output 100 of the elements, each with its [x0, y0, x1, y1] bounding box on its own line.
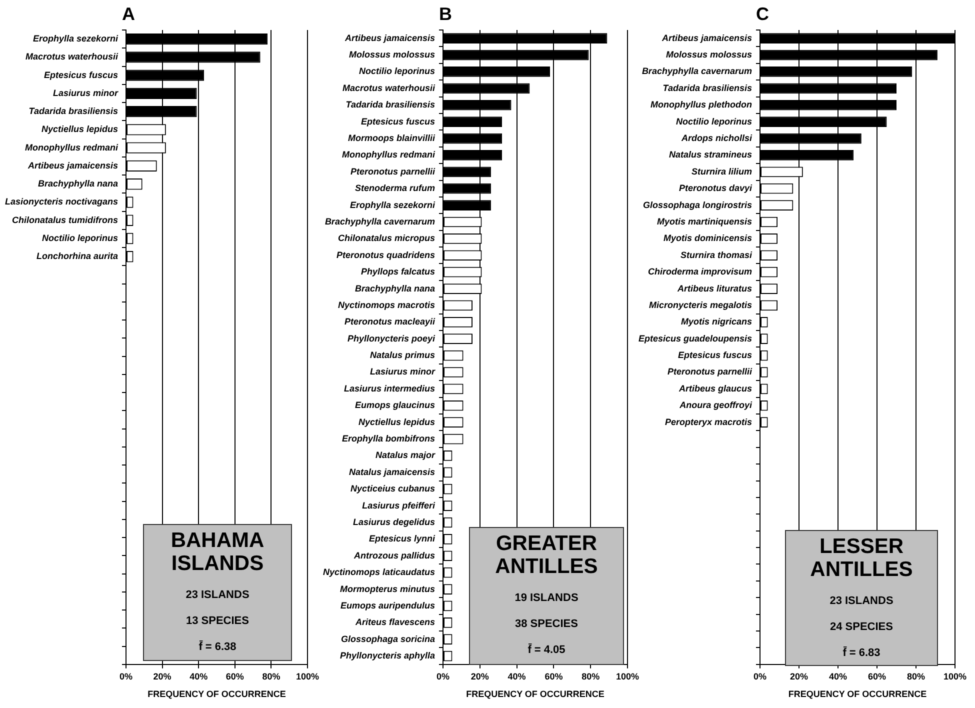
x-tick-label: 0% — [119, 671, 133, 682]
annotation: GREATER ANTILLES — [494, 532, 599, 578]
y-tick-label: Ardops nichollsi — [680, 133, 752, 143]
annotation: 19 ISLANDS — [514, 592, 580, 604]
y-tick-label: Erophylla sezekorni — [32, 34, 118, 44]
y-tick-label: Eptesicus guadeloupensis — [638, 333, 752, 344]
y-tick-label: Erophylla sezekorni — [350, 200, 436, 210]
annotation: f̄ = 4.05 — [526, 644, 566, 656]
y-tick-label: Nycticeius cubanus — [350, 484, 435, 494]
y-tick-label: Peropteryx macrotis — [664, 416, 752, 427]
y-tick-label: Macrotus waterhousii — [25, 52, 118, 62]
y-tick-label: Lasiurus degelidus — [352, 516, 435, 527]
y-tick-label: Eptesicus lynni — [368, 534, 436, 544]
y-tick-label: Eumops auripendulus — [340, 600, 435, 610]
y-tick-label: Tadarida brasiliensis — [28, 106, 118, 116]
x-tick-label: 100% — [943, 671, 967, 682]
x-tick-label: 80% — [582, 671, 600, 682]
x-tick-label: 0% — [753, 671, 767, 682]
chart-title: B — [439, 4, 452, 24]
y-tick-label: Anoura geoffroyi — [678, 400, 752, 410]
y-tick-label: Phyllonycteris aphylla — [340, 650, 435, 661]
annotation: LESSER ANTILLES — [809, 535, 914, 581]
y-tick-label: Lonchorhina aurita — [36, 251, 118, 262]
y-tick-label: Nyctinomops laticaudatus — [322, 567, 435, 578]
y-tick-label: Mormopterus minutus — [340, 584, 435, 594]
y-tick-label: Natalus jamaicensis — [348, 466, 435, 477]
y-tick-label: Eptesicus fuscus — [360, 116, 435, 126]
y-tick-label: Chilonatalus tumidifrons — [12, 214, 118, 225]
y-tick-label: Eptesicus fuscus — [44, 70, 118, 80]
y-tick-label: Sturnira lilium — [691, 166, 752, 176]
y-tick-label: Brachyphylla nana — [354, 283, 435, 294]
y-tick-label: Chilonatalus micropus — [338, 233, 435, 244]
x-tick-label: 20% — [153, 671, 172, 682]
y-tick-label: Lasionycteris noctivagans — [4, 196, 118, 207]
y-tick-label: Natalus major — [375, 450, 436, 460]
x-tick-label: 100% — [616, 671, 640, 682]
y-tick-label: Tadarida brasiliensis — [662, 82, 752, 93]
y-tick-label: Nyctinomops macrotis — [338, 300, 435, 310]
annotation: f̄ = 6.83 — [842, 647, 882, 659]
x-tick-label: 40% — [828, 671, 848, 682]
x-tick-label: 60% — [868, 671, 886, 682]
y-tick-label: Artibeus jamaicensis — [344, 32, 435, 43]
annotation: 38 SPECIES — [514, 618, 579, 630]
y-tick-label: Artibeus jamaicensis — [660, 32, 752, 43]
annotation: 24 SPECIES — [829, 621, 894, 633]
y-tick-label: Lasiurus minor — [52, 88, 118, 98]
annotation: BAHAMA ISLANDS — [170, 529, 266, 575]
x-axis-title: FREQUENCY OF OCCURRENCE — [788, 689, 927, 700]
y-tick-label: Antrozous pallidus — [353, 550, 435, 560]
y-tick-label: Micronycteris megalotis — [648, 300, 752, 310]
y-tick-label: Monophyllus redmani — [24, 142, 118, 152]
y-tick-label: Brachyphylla nana — [38, 178, 118, 189]
x-axis-title: FREQUENCY OF OCCURRENCE — [148, 689, 286, 700]
x-tick-label: 60% — [226, 671, 244, 682]
y-tick-label: Pteronotus quadridens — [336, 250, 435, 260]
y-tick-label: Glossophaga soricina — [340, 634, 435, 644]
y-tick-label: Stenoderma rufum — [354, 183, 435, 194]
y-tick-label: Tadarida brasiliensis — [346, 100, 435, 110]
y-tick-label: Lasiurus intermedius — [344, 383, 435, 394]
y-tick-label: Eptesicus fuscus — [678, 350, 752, 360]
y-tick-label: Noctilio leporinus — [676, 116, 752, 126]
y-tick-label: Artibeus jamaicensis — [26, 160, 118, 170]
y-tick-label: Pteronotus parnellii — [350, 166, 436, 176]
chart-title: C — [756, 4, 769, 24]
y-tick-label: Eumops glaucinus — [354, 400, 435, 410]
y-tick-label: Lasiurus minor — [370, 366, 436, 377]
annotation: f̄ = 6.38 — [198, 641, 238, 653]
y-tick-label: Lasiurus pfeifferi — [362, 500, 436, 510]
y-tick-label: Molossus molossus — [666, 50, 752, 60]
x-tick-label: 20% — [790, 671, 808, 682]
chart-title: A — [122, 4, 135, 24]
x-tick-label: 100% — [296, 671, 320, 682]
y-tick-label: Phyllops falcatus — [360, 266, 435, 277]
y-tick-label: Molossus molossus — [348, 50, 435, 60]
x-tick-label: 80% — [906, 671, 926, 682]
y-tick-label: Natalus stramineus — [668, 150, 752, 160]
y-tick-label: Monophyllus plethodon — [650, 100, 752, 110]
y-tick-label: Artibeus glaucus — [678, 383, 752, 394]
y-tick-label: Artibeus lituratus — [676, 283, 752, 294]
x-tick-label: 40% — [508, 671, 526, 682]
y-tick-label: Ariteus flavescens — [354, 617, 435, 628]
y-tick-label: Myotis nigricans — [680, 316, 752, 327]
y-tick-label: Pteronotus parnellii — [667, 366, 752, 377]
y-tick-label: Mormoops blainvillii — [348, 133, 436, 143]
annotation: 13 SPECIES — [185, 615, 250, 627]
annotation: 23 ISLANDS — [828, 595, 894, 607]
y-tick-label: Phyllonycteris poeyi — [347, 333, 436, 344]
y-tick-label: Pteronotus davyi — [678, 183, 752, 194]
x-tick-label: 40% — [190, 671, 208, 682]
y-tick-label: Pteronotus macleayii — [344, 316, 436, 327]
y-tick-label: Noctilio leporinus — [358, 66, 435, 76]
y-tick-label: Chiroderma improvisum — [648, 266, 752, 277]
x-tick-label: 20% — [470, 671, 489, 682]
y-tick-label: Macrotus waterhousii — [342, 82, 436, 93]
y-tick-label: Natalus primus — [370, 350, 435, 360]
annotation: 23 ISLANDS — [184, 589, 250, 601]
y-tick-label: Noctilio leporinus — [42, 232, 118, 243]
y-tick-label: Monophyllus redmani — [342, 150, 436, 160]
x-tick-label: 80% — [262, 671, 280, 682]
y-tick-label: Sturnira thomasi — [680, 250, 752, 260]
